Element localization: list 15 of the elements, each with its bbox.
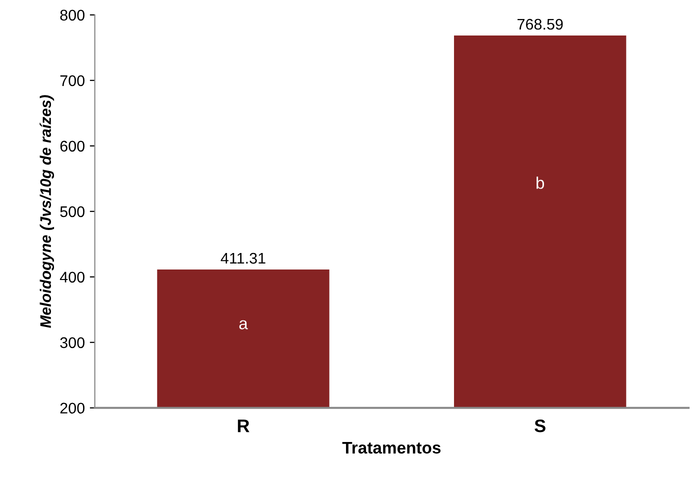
y-tick-label: 600 — [60, 140, 84, 152]
y-tick-label: 400 — [60, 272, 84, 283]
y-tick-label: 700 — [60, 75, 84, 86]
data-label: 768.59 — [518, 18, 563, 30]
data-label: 411.31 — [220, 252, 266, 264]
x-axis-title: Tratamentos — [342, 442, 441, 454]
y-tick-label: 800 — [60, 10, 84, 21]
annotation: b — [536, 176, 544, 189]
x-tick-label: S — [534, 419, 546, 432]
annotation: a — [239, 320, 248, 330]
y-tick-label: 200 — [60, 402, 84, 414]
x-tick-label: R — [238, 420, 250, 432]
y-axis-title: Meloidogyne (Jvs/10g de raízes) — [40, 95, 54, 328]
y-tick-label: 300 — [60, 337, 84, 348]
y-tick-label: 500 — [60, 206, 84, 218]
